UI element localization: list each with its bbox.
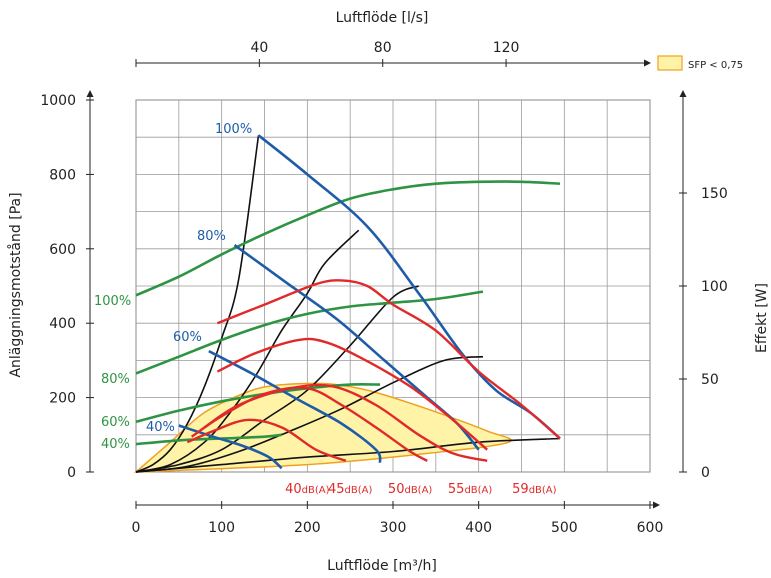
- legend-label: SFP < 0,75: [688, 60, 743, 71]
- sound-curve-label: 45dB(A): [328, 482, 372, 497]
- pressure-curve-label: 100%: [215, 122, 252, 137]
- right-y-tick-label: 150: [701, 186, 728, 202]
- sound-curve: [216, 279, 561, 440]
- x-tick-label: 600: [637, 520, 664, 536]
- axis-arrow: [653, 501, 660, 509]
- y-tick-label: 200: [49, 391, 76, 407]
- right-y-tick-label: 100: [701, 279, 728, 295]
- system-curve: [135, 285, 420, 473]
- y-tick-label: 0: [67, 465, 76, 481]
- power-curve-label: 60%: [101, 415, 130, 430]
- top-x-axis-title: Luftflöde [l/s]: [336, 10, 429, 26]
- pressure-curve-label: 60%: [173, 330, 202, 345]
- axis-arrow: [86, 90, 94, 97]
- y-tick-label: 400: [49, 316, 76, 332]
- x-tick-label: 300: [380, 520, 407, 536]
- x-tick-label: 100: [208, 520, 235, 536]
- legend-swatch: [657, 55, 683, 71]
- power-curve-label: 100%: [94, 294, 131, 309]
- pressure-curve-label: 80%: [197, 229, 226, 244]
- y-tick-label: 1000: [40, 93, 76, 109]
- x-tick-label: 0: [132, 520, 141, 536]
- power-curve-label: 40%: [101, 437, 130, 452]
- y-axis-title: Anläggningsmotstånd [Pa]: [7, 192, 24, 377]
- sound-curve: [203, 383, 488, 462]
- x-axis-title: Luftflöde [m³/h]: [327, 558, 437, 574]
- top-x-tick-label: 40: [250, 40, 268, 56]
- system-curves: [135, 135, 561, 473]
- system-curve: [135, 355, 484, 473]
- system-curve: [135, 437, 561, 473]
- system-curve: [135, 135, 260, 473]
- sound-curve-label: 40dB(A): [285, 482, 329, 497]
- right-y-tick-label: 50: [701, 372, 719, 388]
- y-tick-label: 800: [49, 167, 76, 183]
- pressure-curve: [208, 349, 382, 464]
- sound-curves: [186, 279, 561, 462]
- pressure-curve: [178, 424, 283, 470]
- chart-labels: 100% 80% 60% 40% 100% 80% 60% 40% 40dB(A)45dB(A)…: [94, 122, 557, 497]
- axis-arrow: [679, 90, 687, 97]
- sound-curve: [186, 418, 347, 462]
- x-tick-label: 400: [465, 520, 492, 536]
- x-tick-label: 200: [294, 520, 321, 536]
- right-y-axis-title: Effekt [W]: [754, 283, 770, 353]
- top-x-tick-label: 80: [374, 40, 392, 56]
- pressure-curve-label: 40%: [146, 420, 175, 435]
- sound-curve-label: 59dB(A): [512, 482, 556, 497]
- sound-curve-label: 50dB(A): [388, 482, 432, 497]
- top-x-tick-label: 120: [493, 40, 520, 56]
- power-curve-label: 80%: [101, 372, 130, 387]
- right-y-tick-label: 0: [701, 465, 710, 481]
- chart-axes: 0 200 400 600 800 1000 0 50 100 150 0 100 200 300 400 5…: [40, 40, 727, 536]
- y-tick-label: 600: [49, 242, 76, 258]
- axis-arrow: [644, 59, 651, 67]
- sound-curve-label: 55dB(A): [448, 482, 492, 497]
- power-curve: [135, 180, 561, 297]
- sound-curve: [216, 337, 488, 451]
- x-tick-label: 500: [551, 520, 578, 536]
